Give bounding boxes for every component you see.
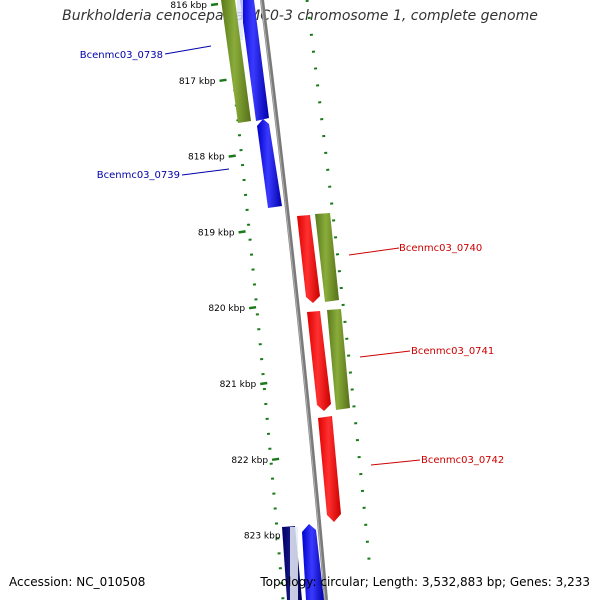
cds-forward-bcenmc03-0739[interactable] <box>257 119 282 208</box>
ruler-tick-label-816: 816 kbp <box>170 1 207 11</box>
map-title: Burkholderia cenocepacia MC0-3 chromosom… <box>62 8 538 24</box>
ruler-tick-818 <box>228 154 236 158</box>
ruler-tick-819 <box>238 230 246 234</box>
ruler-tick-label-819: 819 kbp <box>198 228 235 238</box>
leader-line-bcenmc03-0740 <box>348 247 400 256</box>
gene-bcenmc03-0740[interactable] <box>315 213 339 302</box>
ruler-tick-label-823: 823 kbp <box>244 532 281 542</box>
ruler-tick-label-818: 818 kbp <box>188 153 225 163</box>
ruler-tick-820 <box>248 305 257 310</box>
ruler-tick-label-820: 820 kbp <box>208 304 245 314</box>
genome-stats-label: Topology: circular; Length: 3,532,883 bp… <box>260 575 590 589</box>
leader-line-bcenmc03-0741 <box>359 350 411 358</box>
cds-forward-bcenmc03-0738-shine <box>237 0 243 40</box>
cds-partial-shine <box>290 527 298 600</box>
ruler-dotted-left <box>223 0 285 600</box>
ruler-tick-822 <box>271 457 280 462</box>
accession-label: Accession: NC_010508 <box>9 575 146 589</box>
gene-bcenmc03-0741[interactable] <box>327 309 350 410</box>
cds-reverse-bcenmc03-0742[interactable] <box>318 416 341 522</box>
chromosome-backbone-highlight <box>260 0 326 600</box>
leader-line-bcenmc03-0738 <box>164 45 212 55</box>
leader-line-bcenmc03-0739 <box>181 168 230 176</box>
ruler-tick-label-817: 817 kbp <box>179 77 216 87</box>
cds-forward-partial[interactable] <box>302 524 324 600</box>
gene-label-bcenmc03-0739[interactable]: Bcenmc03_0739 <box>97 170 180 181</box>
gene-label-bcenmc03-0742[interactable]: Bcenmc03_0742 <box>421 455 504 466</box>
chromosome-backbone <box>260 0 328 600</box>
gene-bcenmc03-0738[interactable] <box>221 0 251 123</box>
gene-label-bcenmc03-0741[interactable]: Bcenmc03_0741 <box>411 346 494 357</box>
ruler-tick-817 <box>219 78 227 83</box>
ruler-tick-label-822: 822 kbp <box>231 456 268 466</box>
cds-reverse-bcenmc03-0740[interactable] <box>297 215 320 303</box>
cds-forward-bcenmc03-0738[interactable] <box>240 0 269 121</box>
ruler-tick-821 <box>260 381 268 386</box>
gene-label-bcenmc03-0740[interactable]: Bcenmc03_0740 <box>399 243 482 254</box>
gene-label-bcenmc03-0738[interactable]: Bcenmc03_0738 <box>80 50 163 61</box>
leader-line-bcenmc03-0742 <box>370 459 421 466</box>
cds-reverse-bcenmc03-0741[interactable] <box>307 311 331 411</box>
ruler-tick-816 <box>210 2 219 7</box>
ruler-tick-label-821: 821 kbp <box>220 380 257 390</box>
